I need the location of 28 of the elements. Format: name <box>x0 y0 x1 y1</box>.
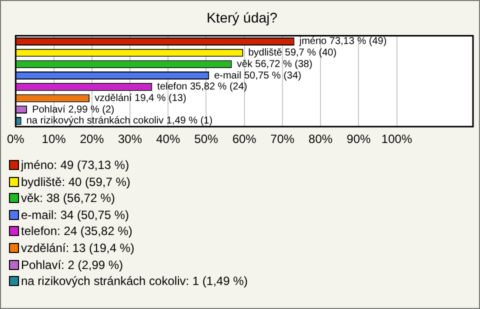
data-label: bydliště 59,7 % (40) <box>248 48 337 59</box>
data-label: telefon 35,82 % (24) <box>157 82 248 93</box>
x-tick-label: 0% <box>7 132 25 146</box>
data-label: jméno 73,13 % (49) <box>298 36 387 48</box>
x-tick-label: 40% <box>156 132 180 146</box>
chart-title: Který údaj? <box>206 9 278 26</box>
legend-label: Pohlaví: 2 (2,99 %) <box>20 256 124 274</box>
legend-label: věk: 38 (56,72 %) <box>20 190 116 207</box>
x-tick-label: 50% <box>194 132 219 146</box>
x-tick-label: 80% <box>308 132 333 146</box>
legend-label: jméno: 49 (73,13 %) <box>20 157 130 174</box>
data-label: e-mail 50,75 % (34) <box>214 70 302 82</box>
legend-label: na rizikových stránkách cokoliv: 1 (1,49 %) <box>20 273 248 290</box>
x-tick-label: 60% <box>232 132 257 146</box>
x-tick-label: 100% <box>381 132 412 146</box>
data-label: věk 56,72 % (38) <box>236 58 312 70</box>
data-label: na rizikových stránkách cokoliv 1,49 % (1) <box>26 116 213 127</box>
legend-label: bydliště: 40 (59,7 %) <box>20 174 132 190</box>
x-tick-label: 20% <box>80 132 104 146</box>
x-tick-label: 10% <box>42 132 66 146</box>
legend-label: e-mail: 34 (50,75 %) <box>20 206 130 224</box>
x-tick-label: 30% <box>118 132 142 146</box>
x-tick-label: 90% <box>346 132 371 146</box>
legend-label: vzdělání: 13 (19,4 %) <box>20 240 136 257</box>
data-label: Pohlaví 2,99 % (2) <box>32 104 114 116</box>
x-tick-label: 70% <box>270 132 295 146</box>
data-label: vzdělání 19,4 % (13) <box>94 92 186 104</box>
legend-label: telefon: 24 (35,82 %) <box>20 223 134 240</box>
